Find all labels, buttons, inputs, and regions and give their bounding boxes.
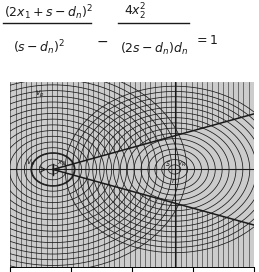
Text: $(s - d_n)^2$: $(s - d_n)^2$ — [13, 38, 65, 57]
Polygon shape — [53, 90, 259, 249]
Text: $v_p$: $v_p$ — [26, 158, 36, 169]
Text: $= 1$: $= 1$ — [194, 34, 218, 47]
Text: $s$: $s$ — [165, 159, 171, 168]
Text: $(2s - d_n)d_n$: $(2s - d_n)d_n$ — [120, 41, 189, 57]
Text: $x_2$: $x_2$ — [57, 159, 66, 168]
Text: $4x_2^2$: $4x_2^2$ — [124, 2, 147, 22]
Text: $-$: $-$ — [96, 34, 108, 48]
Text: $v_R$: $v_R$ — [177, 160, 186, 169]
Text: $n$: $n$ — [171, 177, 177, 185]
Text: $v_p$: $v_p$ — [35, 89, 44, 100]
Text: $(2x_1 + s - d_n)^2$: $(2x_1 + s - d_n)^2$ — [4, 3, 93, 22]
